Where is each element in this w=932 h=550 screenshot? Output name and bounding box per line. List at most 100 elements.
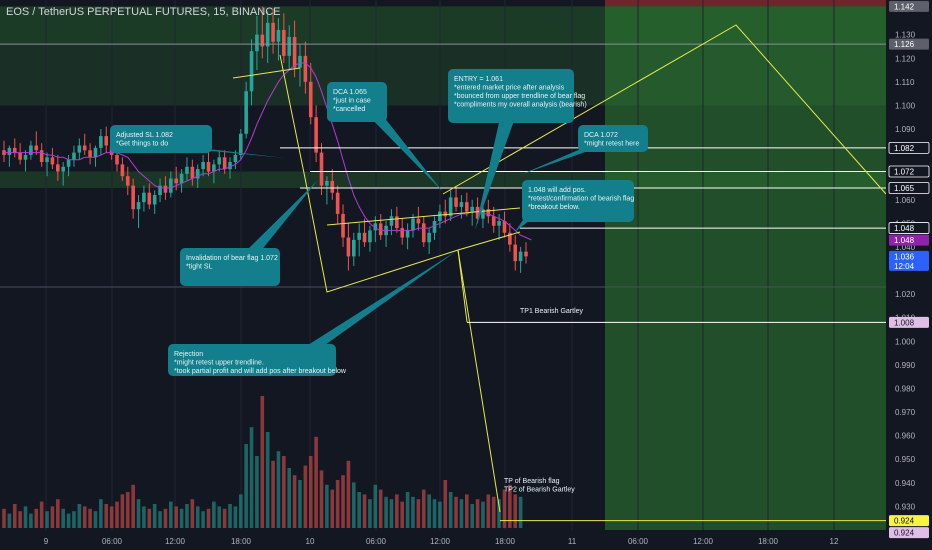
callout-dca-1072-box[interactable] (578, 125, 648, 152)
candle[interactable] (491, 206, 496, 233)
callout-entry[interactable]: ENTRY = 1.061 *entered market price after… (448, 69, 587, 230)
callout-rejection-box[interactable] (168, 344, 336, 376)
candle[interactable] (443, 199, 448, 224)
candle[interactable] (513, 235, 518, 271)
callout-rejection[interactable]: Rejection*might retest upper trendline.*… (168, 250, 458, 376)
candle[interactable] (287, 25, 292, 71)
candle[interactable] (93, 145, 98, 167)
candle[interactable] (395, 206, 399, 233)
candle[interactable] (470, 199, 474, 226)
candle[interactable] (174, 166, 179, 191)
candle[interactable] (23, 150, 28, 172)
candle[interactable] (169, 171, 173, 198)
candle-layer[interactable] (2, 6, 528, 273)
candle[interactable] (206, 152, 211, 177)
candle[interactable] (233, 150, 238, 170)
candle[interactable] (260, 6, 265, 59)
candle[interactable] (319, 143, 324, 196)
candle[interactable] (325, 176, 329, 205)
candle[interactable] (255, 15, 259, 71)
candle[interactable] (179, 169, 184, 193)
candle[interactable] (308, 62, 313, 125)
time-axis[interactable]: 9 06:00 12:00 18:00 10 06:00 12:00 18:00 11 06:00… (0, 531, 886, 550)
candle[interactable] (249, 39, 254, 106)
candle[interactable] (368, 225, 372, 252)
candle[interactable] (244, 81, 248, 139)
price-level-tag[interactable]: 0.924 (889, 515, 929, 527)
candle[interactable] (125, 166, 130, 196)
candle[interactable] (357, 223, 361, 257)
price-level-tag[interactable]: 1.008 (889, 316, 929, 328)
callout-add-pos[interactable]: 1.048 will add pos. *retest/confirmation … (515, 180, 634, 232)
candle[interactable] (502, 211, 507, 238)
trendline-top[interactable] (232, 67, 301, 79)
candle[interactable] (416, 206, 421, 231)
callout-invalidation-box[interactable] (180, 248, 280, 286)
candle[interactable] (351, 232, 356, 266)
candle[interactable] (238, 129, 243, 160)
gartley-projection[interactable] (442, 24, 887, 195)
candle[interactable] (427, 228, 431, 255)
candle[interactable] (405, 223, 410, 250)
price-level-tag[interactable]: 1.082 (888, 141, 930, 154)
candle[interactable] (66, 154, 71, 177)
candle[interactable] (120, 157, 125, 181)
callout-adjusted-sl-box[interactable] (110, 125, 212, 153)
callout-invalidation[interactable]: Invalidation of bear flag 1.072 *tight SL (180, 180, 318, 286)
candle[interactable] (18, 143, 22, 165)
candle[interactable] (518, 246, 523, 273)
candle[interactable] (459, 195, 464, 219)
candle[interactable] (524, 242, 528, 264)
trendlines-layer[interactable] (232, 24, 887, 513)
candle[interactable] (448, 190, 453, 222)
candle[interactable] (330, 169, 335, 200)
candle[interactable] (341, 204, 345, 247)
price-axis[interactable]: USDT1.1301.1201.1101.1001.0901.0601.0501… (886, 0, 932, 550)
candle[interactable] (314, 105, 318, 163)
candle[interactable] (508, 223, 512, 252)
candle[interactable] (271, 8, 275, 54)
price-level-tag[interactable]: 0.924 (889, 527, 929, 539)
candle[interactable] (454, 185, 458, 212)
candle[interactable] (362, 218, 367, 247)
candle[interactable] (228, 157, 232, 179)
price-level-tag[interactable]: 1.072 (888, 165, 930, 178)
candle[interactable] (185, 157, 189, 181)
candle[interactable] (152, 190, 157, 214)
flag-target-leg[interactable] (457, 249, 501, 513)
callouts-layer[interactable]: Adjusted SL 1.082 *Get things to do DCA 1.… (110, 69, 648, 494)
candle[interactable] (432, 216, 437, 240)
candle[interactable] (45, 152, 49, 177)
candle[interactable] (82, 133, 87, 155)
candle[interactable] (486, 199, 491, 224)
price-level-tag[interactable]: 1.126 (889, 38, 929, 50)
candle[interactable] (335, 185, 340, 224)
callout-add-pos-box[interactable] (522, 180, 634, 222)
candle[interactable] (29, 140, 33, 160)
callout-entry-box[interactable] (448, 69, 574, 123)
candle[interactable] (276, 18, 281, 61)
flag-outline[interactable] (279, 54, 521, 293)
candle[interactable] (7, 145, 12, 167)
candle[interactable] (292, 20, 297, 78)
candle[interactable] (12, 138, 17, 158)
candle[interactable] (190, 159, 195, 186)
candle[interactable] (34, 131, 39, 155)
candle[interactable] (131, 178, 135, 219)
tp1-leg[interactable] (457, 249, 468, 323)
candle[interactable] (222, 150, 227, 174)
flag-upper-trendline[interactable] (326, 207, 521, 226)
candle[interactable] (77, 138, 82, 160)
callout-adjusted-sl[interactable]: Adjusted SL 1.082 *Get things to do (110, 125, 285, 158)
candle[interactable] (421, 216, 426, 247)
candle[interactable] (136, 195, 141, 229)
candle[interactable] (217, 150, 222, 172)
candle[interactable] (346, 223, 351, 271)
price-level-tag[interactable]: 1.065 (888, 182, 930, 194)
callout-dca-1065[interactable]: DCA 1.065 *just in case*cancelled (327, 82, 443, 192)
candle[interactable] (158, 178, 162, 203)
price-level-tag[interactable]: 1.048 (888, 222, 930, 234)
candle[interactable] (298, 44, 302, 87)
